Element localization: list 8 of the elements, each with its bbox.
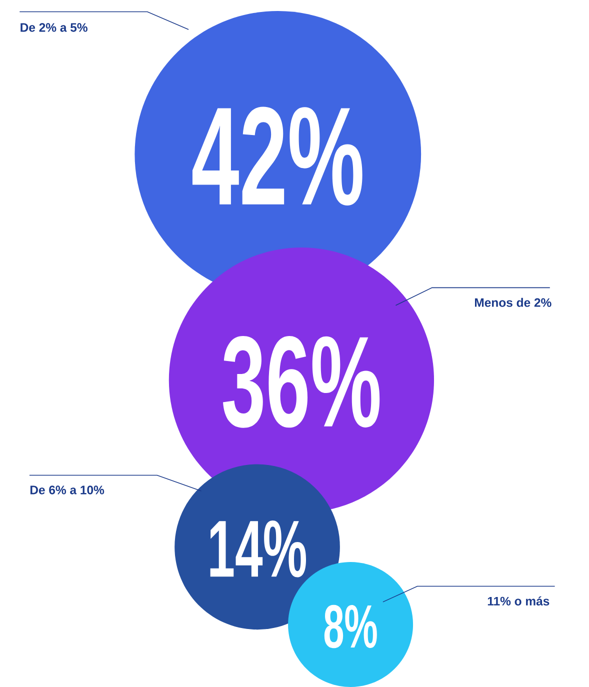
data-label: 8%: [324, 604, 377, 648]
data-label: 36%: [222, 336, 380, 428]
category-label: De 2% a 5%: [20, 23, 88, 32]
data-label: 42%: [192, 106, 362, 206]
category-label: 11% o más: [488, 596, 550, 606]
category-label: Menos de 2%: [474, 298, 552, 307]
category-label: De 6% a 10%: [30, 486, 104, 494]
data-label: 14%: [210, 520, 306, 578]
